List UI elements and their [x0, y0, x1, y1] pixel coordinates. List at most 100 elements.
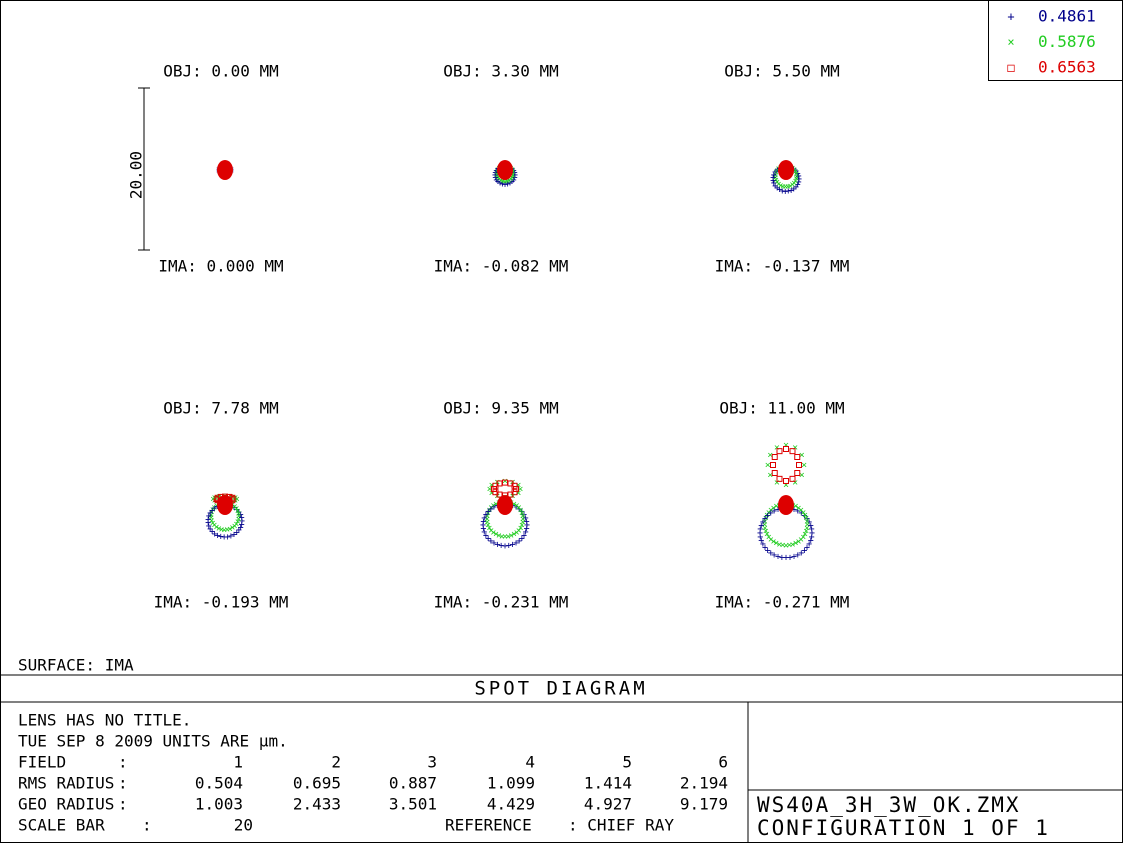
- spot-ray: +: [768, 548, 774, 559]
- legend-marker: ×: [1007, 35, 1014, 49]
- spot-ray: +: [212, 529, 218, 540]
- spot-ray: ×: [785, 182, 791, 193]
- surface-label: SURFACE: IMA: [18, 656, 134, 675]
- row-label: GEO RADIUS: [18, 795, 114, 814]
- spot-ray: ×: [511, 499, 517, 510]
- spot-ray: +: [502, 541, 508, 552]
- spot-ray: ×: [236, 514, 242, 525]
- spot-ray: ×: [800, 507, 806, 518]
- spot-ray: ×: [783, 540, 789, 551]
- spot-ray: +: [804, 543, 810, 554]
- spot-ray: ×: [490, 501, 496, 512]
- spot-ray: ×: [803, 513, 809, 524]
- spot-ray: +: [239, 513, 245, 524]
- spot-ray: +: [757, 528, 763, 539]
- spot-ray: +: [785, 186, 791, 197]
- spot-ray: +: [795, 168, 801, 179]
- spot-ray: [776, 475, 783, 482]
- spot-ray: +: [234, 504, 240, 515]
- spot-ray: +: [206, 511, 212, 522]
- table-cell: 0.504: [195, 774, 243, 793]
- spot-ray: ×: [232, 501, 238, 512]
- spot-ray: +: [513, 538, 519, 549]
- spot-ray: ×: [780, 181, 786, 192]
- spot-ray: +: [491, 538, 497, 549]
- spot-ray: +: [521, 530, 527, 541]
- spot-ray: +: [488, 536, 494, 547]
- spot-ray: ×: [519, 508, 525, 519]
- spot-ray: +: [492, 168, 498, 179]
- table-cell: 4: [525, 753, 535, 772]
- spot-ray: +: [238, 510, 244, 521]
- info-text: LENS HAS NO TITLE.: [18, 711, 191, 730]
- spot-ray: ×: [799, 470, 805, 481]
- spot-ray: ×: [210, 494, 216, 505]
- spot-ray: ×: [791, 165, 797, 176]
- spot-ray: +: [793, 182, 799, 193]
- spot-ray: +: [236, 525, 242, 536]
- spot-ray: +: [234, 528, 240, 539]
- spot-ray: +: [796, 171, 802, 182]
- spot-ray: ×: [502, 476, 508, 487]
- spot-ray: ×: [518, 523, 524, 534]
- spot-ray: ×: [498, 175, 504, 186]
- spot-ray: ×: [776, 179, 782, 190]
- spot-ray: +: [804, 513, 810, 524]
- field-ima-label: IMA: -0.231 MM: [434, 593, 569, 612]
- spot-ray: ×: [804, 520, 810, 531]
- spot-ray: +: [512, 170, 518, 181]
- spot-ray: +: [231, 530, 237, 541]
- spot-ray: +: [808, 536, 814, 547]
- spot-ray: ×: [520, 511, 526, 522]
- spot-ray: ×: [773, 175, 779, 186]
- reference-value: : CHIEF RAY: [568, 816, 674, 835]
- spot-ray: +: [509, 177, 515, 188]
- spot-ray: [491, 486, 497, 492]
- spot-ray: +: [239, 519, 245, 530]
- table-cell: 1.414: [584, 774, 632, 793]
- spot-ray: ×: [793, 538, 799, 549]
- spot-ray: +: [513, 502, 519, 513]
- spot-ray: +: [206, 521, 212, 532]
- spot-ray: +: [774, 183, 780, 194]
- spot-ray: +: [498, 541, 504, 552]
- spot-ray: ×: [782, 182, 788, 193]
- spot-ray: ×: [499, 531, 505, 542]
- field-obj-label: OBJ: 9.35 MM: [443, 399, 559, 418]
- spot-ray: ×: [778, 180, 784, 191]
- spot-ray: +: [511, 165, 517, 176]
- spot-ray: +: [495, 177, 501, 188]
- spot-ray: ×: [502, 177, 508, 188]
- field-obj-label: OBJ: 0.00 MM: [163, 62, 279, 81]
- spot-core: [497, 495, 513, 515]
- spot-ray: ×: [768, 534, 774, 545]
- spot-ray: ×: [508, 531, 514, 542]
- spot-ray: +: [783, 553, 789, 564]
- spot-ray: +: [502, 180, 508, 191]
- spot-ray: ×: [505, 531, 511, 542]
- spot-ray: +: [493, 165, 499, 176]
- spot-ray: ×: [208, 510, 214, 521]
- spot-ray: ×: [783, 440, 789, 451]
- spot-ray: ×: [236, 511, 242, 522]
- spot-ray: ×: [496, 531, 502, 542]
- spot-ray: [783, 478, 789, 484]
- spot-ray: +: [521, 510, 527, 521]
- spot-ray: +: [523, 527, 529, 538]
- spot-ray: +: [775, 551, 781, 562]
- spot-ray: ×: [502, 532, 508, 543]
- spot-ray: [789, 475, 796, 482]
- spot-ray: +: [772, 181, 778, 192]
- spot-ray: ×: [516, 525, 522, 536]
- spot-ray: +: [795, 180, 801, 191]
- spot-ray: ×: [488, 503, 494, 514]
- spot-core: [217, 160, 233, 180]
- spot-core: [778, 160, 794, 180]
- spot-ray: ×: [800, 532, 806, 543]
- spot-ray: +: [772, 167, 778, 178]
- table-cell: 5: [622, 753, 632, 772]
- spot-ray: +: [771, 550, 777, 561]
- spot-ray: +: [760, 517, 766, 528]
- legend-label: 0.6563: [1038, 58, 1096, 77]
- spot-ray: ×: [490, 527, 496, 538]
